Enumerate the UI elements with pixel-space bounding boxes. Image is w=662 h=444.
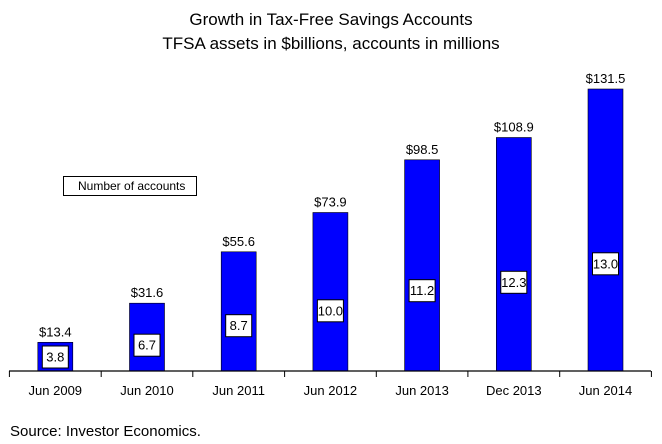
bar-total-assets	[312, 212, 349, 372]
x-tick-label: Jun 2010	[120, 383, 174, 398]
bar-total-assets	[220, 251, 257, 372]
accounts-label: 8.7	[230, 318, 248, 333]
accounts-label: 11.2	[410, 283, 434, 298]
x-tick-label: Jun 2009	[29, 383, 83, 398]
x-tick-label: Jun 2011	[212, 383, 265, 398]
accounts-label: 6.7	[138, 338, 156, 353]
bar-value-label: $98.5	[406, 142, 439, 157]
chart-title-line: Growth in Tax-Free Savings Accounts	[189, 10, 473, 29]
bar-value-label: $73.9	[314, 195, 347, 210]
chart-title: Growth in Tax-Free Savings Accounts TFSA…	[0, 8, 662, 56]
chart-subtitle: TFSA assets in $billions, accounts in mi…	[162, 34, 500, 53]
bar-value-label: $131.5	[586, 71, 626, 86]
bar-total-assets	[587, 88, 624, 372]
source-note: Source: Investor Economics.	[10, 423, 201, 440]
accounts-box	[500, 270, 528, 294]
x-tick-label: Jun 2014	[579, 383, 633, 398]
bar-value-label: $31.6	[131, 285, 164, 300]
accounts-label: 10.0	[318, 303, 343, 318]
legend: Number of accounts	[63, 176, 197, 196]
accounts-label: 3.8	[46, 350, 64, 365]
accounts-box	[316, 299, 344, 323]
bar-value-label: $108.9	[494, 120, 534, 135]
accounts-box	[592, 252, 619, 276]
bar-value-label: $13.4	[39, 324, 72, 339]
accounts-box	[225, 314, 253, 338]
x-tick-label: Jun 2012	[304, 383, 358, 398]
legend-label: Number of accounts	[78, 179, 186, 193]
accounts-box	[133, 333, 161, 357]
accounts-box	[41, 345, 69, 369]
bar-value-label: $55.6	[222, 234, 255, 249]
accounts-box	[408, 279, 436, 303]
accounts-label: 12.3	[501, 275, 526, 290]
bar-total-assets	[495, 137, 532, 372]
bar-total-assets	[404, 159, 440, 372]
x-tick-label: Dec 2013	[486, 383, 542, 398]
accounts-label: 13.0	[593, 256, 618, 271]
x-tick-label: Jun 2013	[395, 383, 449, 398]
